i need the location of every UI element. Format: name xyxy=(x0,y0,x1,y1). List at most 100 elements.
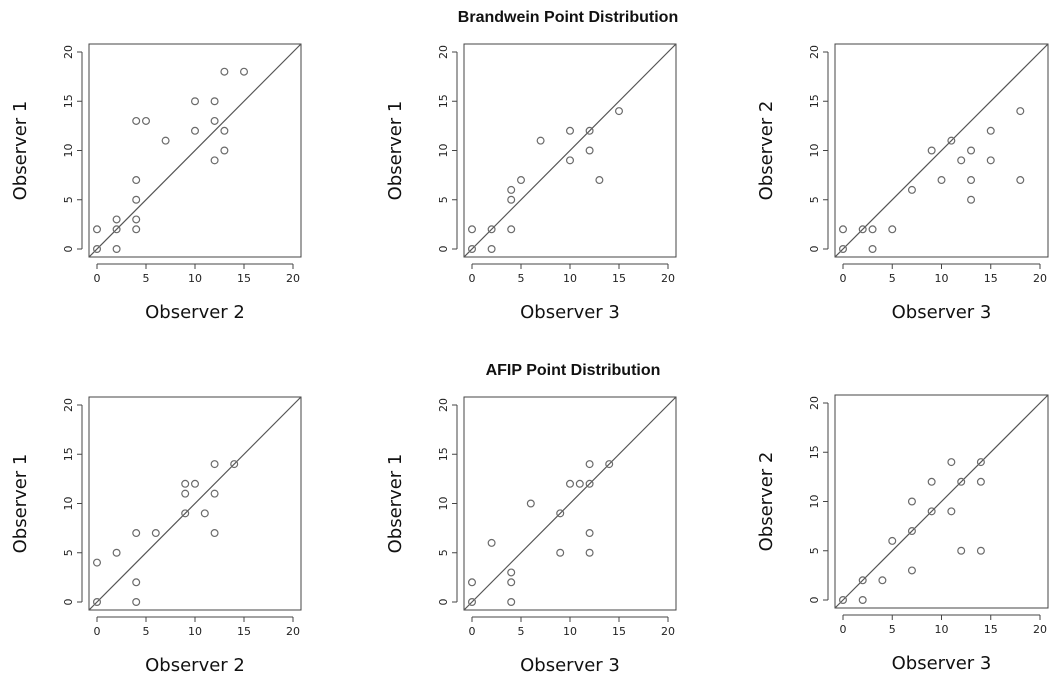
data-point xyxy=(240,67,249,76)
data-point xyxy=(487,538,496,547)
data-point xyxy=(181,509,190,518)
y-tick-label: 0 xyxy=(62,599,75,606)
data-point xyxy=(888,536,897,545)
data-point xyxy=(507,568,516,577)
plots-group: 0 5 10 15 20 0 5 10 15 20 Observer 2 Observer 1 0 5 10… xyxy=(10,43,1049,676)
y-tick-label: 0 xyxy=(808,246,821,253)
data-point xyxy=(191,126,200,135)
y-tick-label: 10 xyxy=(808,144,821,158)
data-point xyxy=(536,136,545,145)
x-tick-label: 20 xyxy=(1033,623,1047,636)
data-point xyxy=(957,477,966,486)
reference-line xyxy=(463,43,677,258)
data-point xyxy=(585,529,594,538)
y-axis-title: Observer 2 xyxy=(756,452,777,552)
scatter-panel-4: 0 5 10 15 20 0 5 10 15 20 Observer 2 Observer 1 xyxy=(10,396,302,676)
y-tick-label: 15 xyxy=(437,94,450,108)
reference-line xyxy=(88,396,302,611)
data-point xyxy=(976,477,985,486)
data-point xyxy=(151,529,160,538)
scatter-panel-1: 0 5 10 15 20 0 5 10 15 20 Observer 2 Observer 1 xyxy=(10,43,302,323)
x-tick-label: 20 xyxy=(286,625,300,638)
plot-frame xyxy=(463,43,677,258)
data-point xyxy=(132,529,141,538)
x-tick-label: 5 xyxy=(889,623,896,636)
y-tick-label: 20 xyxy=(437,398,450,412)
x-tick-label: 15 xyxy=(237,272,251,285)
x-tick-label: 0 xyxy=(469,625,476,638)
y-tick-label: 15 xyxy=(62,447,75,461)
x-tick-label: 5 xyxy=(143,272,150,285)
data-point xyxy=(200,509,209,518)
data-point xyxy=(220,146,229,155)
data-point xyxy=(92,245,101,254)
data-point xyxy=(132,225,141,234)
data-point xyxy=(112,548,121,557)
x-tick-label: 20 xyxy=(1033,272,1047,285)
data-point xyxy=(210,529,219,538)
data-point xyxy=(132,597,141,606)
data-point xyxy=(976,546,985,555)
data-point xyxy=(585,126,594,135)
data-point xyxy=(191,479,200,488)
y-tick-label: 5 xyxy=(62,549,75,556)
x-tick-label: 5 xyxy=(518,625,525,638)
data-point xyxy=(868,245,877,254)
x-tick-label: 0 xyxy=(840,272,847,285)
data-point xyxy=(556,548,565,557)
y-tick-label: 5 xyxy=(808,196,821,203)
data-point xyxy=(565,156,574,165)
data-point xyxy=(878,576,887,585)
data-point xyxy=(565,126,574,135)
data-point xyxy=(927,146,936,155)
data-point xyxy=(132,215,141,224)
y-tick-label: 0 xyxy=(808,597,821,604)
x-tick-label: 15 xyxy=(984,623,998,636)
data-point xyxy=(468,225,477,234)
data-point xyxy=(907,566,916,575)
y-tick-label: 20 xyxy=(62,398,75,412)
y-axis-title: Observer 1 xyxy=(10,454,31,554)
reference-line xyxy=(834,394,1049,609)
data-point xyxy=(210,97,219,106)
section-title-afip: AFIP Point Distribution xyxy=(486,362,661,379)
data-point xyxy=(210,116,219,125)
plot-frame xyxy=(463,396,677,611)
data-point xyxy=(858,225,867,234)
y-tick-label: 10 xyxy=(437,144,450,158)
data-point xyxy=(947,507,956,516)
data-point xyxy=(585,146,594,155)
data-point xyxy=(565,479,574,488)
scatter-panel-2: 0 5 10 15 20 0 5 10 15 20 Observer 3 Observer 1 xyxy=(385,43,677,323)
reference-line xyxy=(88,43,302,258)
data-point xyxy=(585,479,594,488)
x-axis-title: Observer 3 xyxy=(892,653,992,674)
data-point xyxy=(507,578,516,587)
scatter-panel-5: 0 5 10 15 20 0 5 10 15 20 Observer 3 Observer 1 xyxy=(385,396,677,676)
data-point xyxy=(132,176,141,185)
x-tick-label: 5 xyxy=(518,272,525,285)
data-point xyxy=(142,116,151,125)
data-point xyxy=(595,176,604,185)
data-point xyxy=(526,499,535,508)
data-point xyxy=(132,578,141,587)
data-point xyxy=(907,497,916,506)
data-point xyxy=(516,176,525,185)
data-point xyxy=(210,156,219,165)
x-tick-label: 10 xyxy=(935,272,949,285)
data-point xyxy=(92,597,101,606)
data-point xyxy=(907,527,916,536)
x-tick-label: 15 xyxy=(612,272,626,285)
data-point xyxy=(220,126,229,135)
data-point xyxy=(507,195,516,204)
data-point xyxy=(838,595,847,604)
x-tick-label: 10 xyxy=(188,625,202,638)
x-axis-title: Observer 2 xyxy=(145,302,245,323)
y-tick-label: 15 xyxy=(437,447,450,461)
y-tick-label: 15 xyxy=(62,94,75,108)
y-tick-label: 20 xyxy=(808,45,821,59)
y-tick-label: 5 xyxy=(808,547,821,554)
x-tick-label: 10 xyxy=(563,272,577,285)
data-point xyxy=(112,225,121,234)
